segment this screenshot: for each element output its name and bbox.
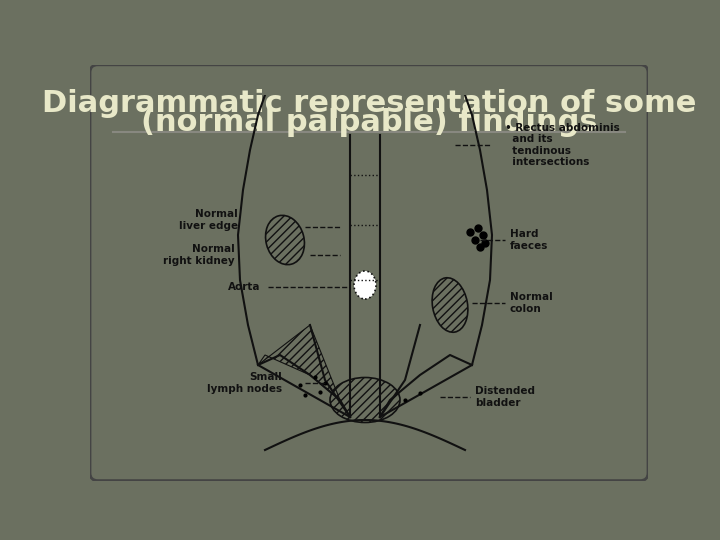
Text: Diagrammatic representation of some: Diagrammatic representation of some (42, 89, 696, 118)
Text: Normal
right kidney: Normal right kidney (163, 244, 235, 266)
Text: Hard
faeces: Hard faeces (510, 229, 549, 251)
FancyBboxPatch shape (90, 65, 648, 481)
Text: (normal palpable) findings: (normal palpable) findings (140, 108, 598, 137)
Ellipse shape (354, 271, 376, 299)
Text: Normal
colon: Normal colon (510, 292, 553, 314)
Text: • Rectus abdominis
  and its
  tendinous
  intersections: • Rectus abdominis and its tendinous int… (505, 123, 620, 167)
Text: Distended
bladder: Distended bladder (475, 386, 535, 408)
Text: Small
lymph nodes: Small lymph nodes (207, 372, 282, 394)
Text: Normal
liver edge: Normal liver edge (179, 209, 238, 231)
Text: Aorta: Aorta (228, 282, 260, 292)
